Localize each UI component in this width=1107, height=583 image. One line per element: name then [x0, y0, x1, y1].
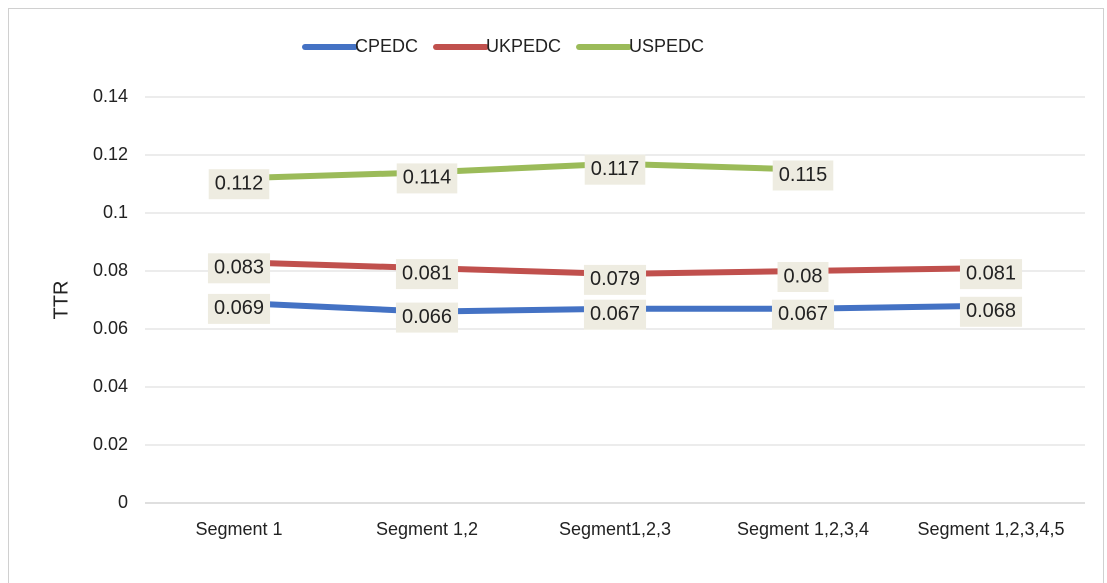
data-label-box	[772, 160, 834, 191]
series-line	[236, 160, 806, 182]
data-label: 0.067	[583, 299, 647, 330]
data-label-box	[207, 293, 271, 324]
y-tick-label: 0	[118, 492, 128, 512]
data-label: 0.083	[207, 253, 271, 284]
y-tick-label: 0.02	[93, 434, 128, 454]
x-tick-label: Segment1,2,3	[558, 519, 672, 539]
x-tick-label: Segment 1	[195, 519, 283, 539]
y-axis-label: TTR	[50, 281, 72, 320]
data-label-box	[583, 299, 647, 330]
data-label-text: 0.068	[966, 300, 1016, 322]
data-label: 0.081	[395, 259, 459, 290]
data-label: 0.115	[772, 160, 834, 191]
x-tick-label: Segment 1,2,3,4,5	[917, 519, 1065, 539]
data-label-text: 0.066	[402, 306, 452, 328]
data-label-box	[583, 264, 647, 295]
data-label-text: 0.114	[403, 167, 452, 189]
data-label-box	[207, 253, 271, 284]
data-label: 0.079	[583, 264, 647, 295]
data-label-text: 0.079	[590, 268, 640, 290]
data-label-box	[777, 262, 829, 292]
y-tick-label: 0.06	[93, 318, 128, 338]
data-label: 0.069	[207, 293, 271, 324]
data-label: 0.081	[959, 259, 1023, 290]
data-label-box	[959, 296, 1023, 327]
data-label-text: 0.112	[215, 172, 264, 194]
y-tick-label: 0.12	[93, 144, 128, 164]
data-label: 0.08	[777, 262, 829, 292]
data-label: 0.067	[771, 299, 835, 330]
data-label-box	[771, 299, 835, 330]
legend-label: CPEDC	[355, 36, 418, 56]
data-label-text: 0.117	[591, 158, 640, 180]
data-label: 0.114	[396, 163, 458, 194]
data-label-text: 0.08	[784, 265, 823, 287]
data-label-box	[208, 169, 270, 200]
x-tick-label: Segment 1,2,3,4	[736, 519, 870, 539]
y-tick-label: 0.14	[93, 86, 128, 106]
data-label-text: 0.067	[590, 303, 640, 325]
legend-label: UKPEDC	[486, 36, 561, 56]
data-label: 0.068	[959, 296, 1023, 327]
data-label-text: 0.069	[214, 297, 264, 319]
data-label-box	[396, 163, 458, 194]
data-label: 0.112	[208, 169, 270, 200]
legend: CPEDC UKPEDC USPEDC	[302, 36, 704, 56]
chart-border	[8, 8, 1104, 583]
legend-label: USPEDC	[629, 36, 704, 56]
data-label-text: 0.081	[966, 262, 1016, 284]
y-tick-label: 0.04	[93, 376, 128, 396]
data-label-box	[395, 259, 459, 290]
data-label: 0.117	[584, 154, 646, 185]
data-label-box	[395, 302, 459, 333]
data-label-text: 0.115	[779, 164, 828, 186]
data-label-text: 0.083	[214, 257, 264, 279]
data-label-box	[959, 259, 1023, 290]
data-label-text: 0.081	[402, 262, 452, 284]
data-label-box	[584, 154, 646, 185]
x-tick-label: Segment 1,2	[375, 519, 479, 539]
y-tick-label: 0.1	[103, 202, 128, 222]
y-tick-label: 0.08	[93, 260, 128, 280]
data-label-text: 0.067	[778, 303, 828, 325]
data-label: 0.066	[395, 302, 459, 333]
